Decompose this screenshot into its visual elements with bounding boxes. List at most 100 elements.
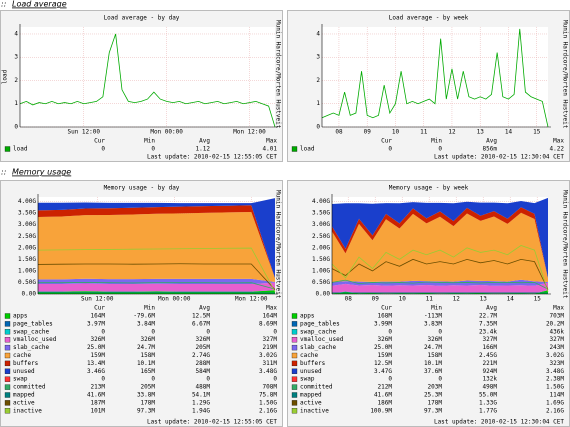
legend-stat: 101M [91,407,106,414]
legend-stat: 2.16G [546,407,564,414]
legend-swatch [291,329,298,335]
legend-swatch [4,368,11,374]
x-tick-label: Sun 12:00 [81,296,114,303]
legend-stat: 0 [438,146,442,153]
legend-stat: 187M [91,399,106,406]
x-tick-label: 11 [426,296,434,303]
legend-stat: 55.0M [479,392,497,399]
legend-stat: 41.6M [87,392,105,399]
x-tick-label: Mon 12:00 [233,129,266,136]
section-link[interactable]: Memory usage [12,168,71,177]
legend-swatch [4,384,11,390]
x-tick-label: 13 [480,296,488,303]
legend-stat: 159M [378,352,393,359]
legend-name: mapped [13,392,35,399]
legend-name: inactive [300,407,329,414]
legend-name: slab_cache [13,344,50,351]
legend-name: swap_cache [13,328,50,335]
y-tick-label: 2.00G [18,244,36,251]
legend-header: Avg [486,138,497,145]
legend-name: swap_cache [300,328,337,335]
legend-name: unused [300,368,322,375]
legend-swatch [4,344,11,351]
legend-name: swap [13,376,28,383]
legend-stat: 3.83M [424,320,442,327]
legend-name: active [300,399,322,406]
legend-stat: 311M [263,360,278,367]
legend-stat: 221M [483,360,498,367]
x-tick-label: 11 [420,129,428,136]
legend-header: Cur [381,305,392,312]
legend-stat: 186M [378,399,393,406]
legend-name: slab_cache [300,344,337,351]
legend-stat: 178M [428,399,443,406]
legend-name: inactive [13,407,42,414]
legend-stat: 4.22 [550,146,565,153]
section-link[interactable]: Load average [12,0,67,9]
legend-swatch [4,376,11,382]
legend-name: vmalloc_used [13,336,57,343]
legend-stat: 205M [196,344,211,351]
x-tick-label: 10 [399,296,407,303]
legend-swatch [4,146,11,152]
y-tick-label: 0.00 [22,291,37,298]
legend-stat: 0 [438,376,442,383]
stack-area [38,282,275,292]
legend-stat: 164M [263,313,278,320]
legend-stat: 100.9M [370,407,392,414]
x-tick-label: 08 [345,296,353,303]
legend-stat: 3.84M [137,320,155,327]
legend-header: Max [553,305,564,312]
x-tick-label: 14 [507,296,515,303]
x-tick-label: Mon 00:00 [158,296,191,303]
legend-stat: 0 [101,328,105,335]
legend-stat: 3.48G [259,368,277,375]
legend-header: Min [144,305,155,312]
x-tick-label: 12 [453,296,461,303]
legend-stat: 0 [206,328,210,335]
legend-swatch [291,408,298,414]
legend-header: Max [266,305,277,312]
x-tick-label: 15 [534,296,542,303]
x-tick-label: 13 [477,129,485,136]
legend-stat: 158M [141,352,156,359]
legend-stat: 326M [141,336,156,343]
plot-area [322,27,548,127]
legend-stat: 3.02G [546,352,564,359]
legend-stat: 205M [141,384,156,391]
x-tick-label: 15 [533,129,541,136]
legend-stat: 7.35M [479,320,497,327]
legend-stat: 1.50G [546,384,564,391]
legend-stat: 10.1M [424,360,442,367]
legend-stat: 326M [196,336,211,343]
x-tick-label: 09 [364,129,372,136]
watermark: Munin Hardcore/Morten Hustveit [562,20,569,129]
legend-stat: 708M [263,384,278,391]
legend-stat: 0 [438,328,442,335]
legend-stat: 243M [550,344,565,351]
legend-stat: 1.77G [479,407,497,414]
y-tick-label: 2 [14,77,18,84]
legend-stat: 219M [263,344,278,351]
legend-swatch [291,321,298,327]
series-line [19,33,276,128]
legend-stat: 24.7M [137,344,155,351]
legend-stat: 12.5M [374,360,392,367]
legend-name: cache [13,352,31,359]
x-tick-label: Mon 00:00 [150,129,183,136]
legend-swatch [4,313,11,319]
last-update: Last update: 2010-02-15 12:55:05 CET [147,154,277,161]
legend-stat: 3.02G [259,352,277,359]
y-tick-label: 4 [316,30,320,37]
x-tick-label: 10 [392,129,400,136]
legend-swatch [291,368,298,374]
stack-area [38,278,275,284]
legend-stat: 326M [428,336,443,343]
legend-stat: 22.7M [479,313,497,320]
legend-stat: 178M [141,399,156,406]
legend-header: Cur [94,305,105,312]
stack-area [332,207,548,279]
legend-stat: 288M [196,360,211,367]
legend-header: Avg [199,305,210,312]
legend-stat: 326M [91,336,106,343]
